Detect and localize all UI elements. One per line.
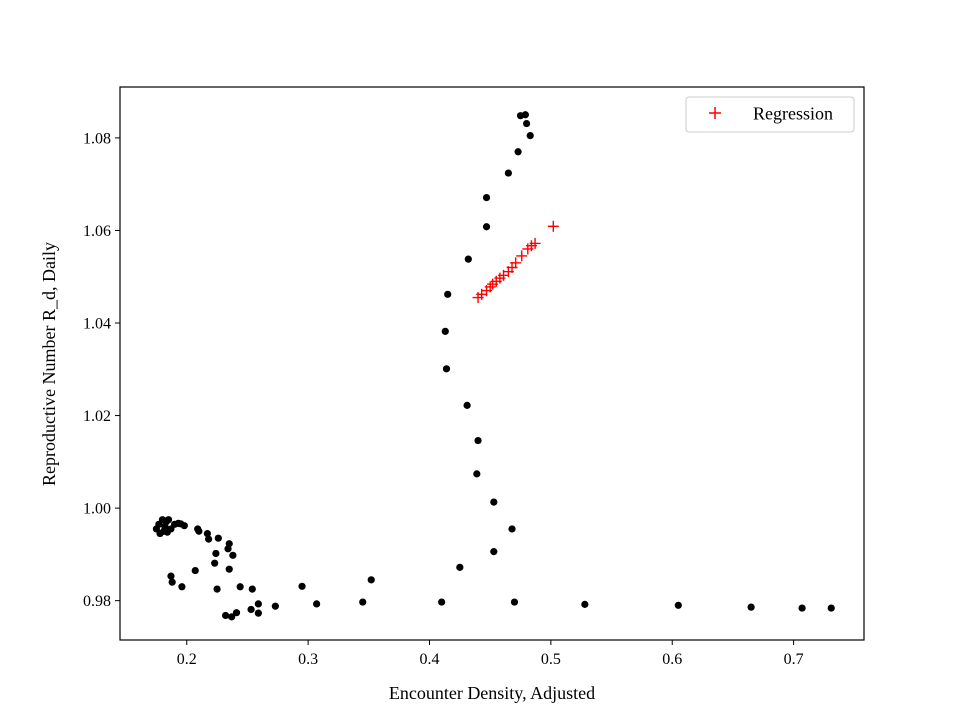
data-point (367, 576, 375, 584)
plot-area-frame (119, 86, 865, 641)
x-axis-ticks: 0.2 0.3 0.4 0.5 0.6 0.7 (177, 640, 804, 668)
data-point (205, 535, 213, 543)
data-point (228, 613, 236, 621)
legend-label-regression: Regression (753, 104, 833, 124)
y-axis-label: Reproductive Number R_d, Daily (39, 242, 59, 486)
data-point (438, 598, 446, 606)
data-point (224, 545, 232, 553)
data-point (180, 522, 188, 530)
data-point (456, 563, 464, 571)
data-point (229, 551, 237, 559)
data-point (482, 194, 491, 202)
x-tick-label: 0.5 (541, 651, 561, 668)
data-point (221, 611, 230, 620)
data-point (232, 609, 241, 617)
data-point (195, 527, 203, 535)
data-point (508, 525, 516, 533)
data-point (298, 582, 306, 590)
data-point (441, 327, 449, 335)
data-point (164, 516, 173, 524)
data-point (490, 498, 498, 506)
data-point (191, 566, 199, 575)
x-tick-label: 0.4 (419, 651, 439, 668)
data-point (211, 559, 219, 567)
data-point (521, 111, 529, 119)
data-point (522, 119, 531, 128)
regression-point (484, 281, 496, 293)
data-point (359, 598, 367, 606)
data-point (313, 600, 321, 608)
data-point (581, 600, 589, 608)
data-point (514, 148, 522, 156)
x-tick-label: 0.7 (784, 651, 804, 668)
data-marks (152, 111, 835, 621)
data-point (504, 169, 512, 177)
x-tick-label: 0.3 (298, 651, 318, 668)
legend: Regression (685, 96, 855, 133)
data-point (225, 565, 233, 573)
legend-plus-marker (709, 107, 721, 119)
data-point (203, 529, 211, 538)
data-point (463, 401, 471, 409)
data-point (473, 470, 481, 478)
data-point (178, 583, 186, 591)
data-point (214, 534, 222, 542)
regression-point (516, 250, 528, 262)
data-point (482, 223, 491, 231)
data-point (674, 601, 682, 609)
y-tick-label: 0.98 (83, 593, 111, 610)
data-point (212, 549, 220, 558)
data-point (444, 290, 452, 298)
x-axis-label: Encounter Density, Adjusted (389, 683, 595, 703)
data-point (167, 572, 175, 580)
y-tick-label: 1.08 (83, 130, 111, 147)
data-point (798, 604, 806, 612)
data-point (248, 585, 256, 593)
legend-box (685, 96, 855, 133)
data-point (827, 604, 835, 612)
data-point (474, 436, 482, 445)
regression-point (529, 237, 541, 249)
x-tick-label: 0.2 (177, 651, 197, 668)
data-point (236, 583, 244, 591)
regression-point (510, 257, 522, 269)
data-point (747, 603, 755, 611)
data-point (526, 131, 534, 140)
data-point (442, 365, 451, 373)
regression-point (547, 220, 559, 232)
y-tick-label: 1.04 (83, 316, 111, 333)
data-point (490, 548, 498, 556)
y-tick-label: 1.06 (83, 223, 111, 240)
data-point (254, 609, 262, 617)
y-tick-label: 1.00 (83, 501, 111, 518)
data-point (464, 255, 472, 263)
y-tick-label: 1.02 (83, 408, 111, 425)
data-point (247, 605, 255, 614)
data-point (213, 585, 221, 593)
data-point (168, 578, 176, 586)
x-tick-label: 0.6 (662, 651, 682, 668)
data-point (271, 602, 279, 610)
y-axis-ticks: 0.98 1.00 1.02 1.04 1.06 1.08 (83, 130, 120, 610)
data-point (510, 598, 519, 606)
data-point (254, 600, 262, 608)
